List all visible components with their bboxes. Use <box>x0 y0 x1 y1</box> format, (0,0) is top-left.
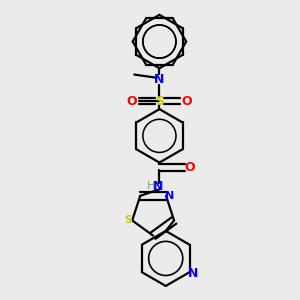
Text: N: N <box>153 180 163 193</box>
Text: O: O <box>127 95 137 108</box>
Text: S: S <box>124 215 132 226</box>
Text: H: H <box>147 181 155 191</box>
Text: O: O <box>182 95 192 108</box>
Text: S: S <box>155 95 164 108</box>
Text: O: O <box>184 161 195 174</box>
Text: N: N <box>188 267 198 280</box>
Text: N: N <box>165 191 175 201</box>
Text: N: N <box>154 73 165 86</box>
